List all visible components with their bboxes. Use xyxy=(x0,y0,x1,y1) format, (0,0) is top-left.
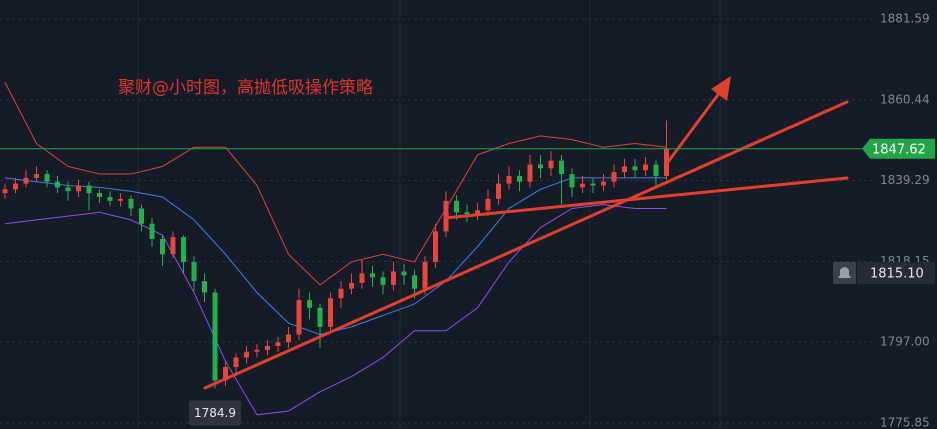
candle-body xyxy=(464,212,470,215)
candle-body xyxy=(475,210,480,215)
candle-body xyxy=(412,275,417,289)
alert-price-label: 1815.10 xyxy=(870,267,924,282)
annotation: 聚财@小时图，高抛低吸操作策略 xyxy=(118,78,373,98)
candle-body xyxy=(422,261,428,289)
candle-body xyxy=(254,349,260,352)
candle-body xyxy=(328,298,333,327)
candle-body xyxy=(275,342,281,347)
candle-body xyxy=(55,181,60,188)
candle-body xyxy=(401,271,407,276)
y-axis: 1881.591860.441839.291818.151797.001775.… xyxy=(880,11,930,429)
candle-body xyxy=(181,237,186,262)
candle-body xyxy=(76,185,81,192)
price-labels: 1847.62 1815.10 1784.9 xyxy=(0,138,935,426)
candle-body xyxy=(118,198,123,201)
candle-body xyxy=(13,183,18,190)
candle-body xyxy=(569,174,575,188)
candle-body xyxy=(590,183,596,186)
candle-body xyxy=(622,166,627,173)
candle-body xyxy=(149,223,155,240)
candle-body xyxy=(643,164,648,171)
candle-body xyxy=(23,177,29,184)
candle-body xyxy=(370,273,375,278)
candle-body xyxy=(443,200,449,232)
candle-body xyxy=(107,196,113,201)
candle-body xyxy=(517,175,522,182)
alert-price-box xyxy=(857,262,935,285)
y-tick-label: 1797.00 xyxy=(880,335,930,349)
candle-body xyxy=(265,346,270,350)
candle-body xyxy=(128,198,134,209)
candle-body xyxy=(454,200,459,213)
low-label: 1784.9 xyxy=(194,406,236,420)
y-tick-label: 1839.29 xyxy=(880,173,930,187)
band-upper xyxy=(4,82,667,286)
candle-body xyxy=(485,198,491,211)
candle-body xyxy=(2,189,8,194)
vertical-grid xyxy=(137,0,721,429)
candles xyxy=(2,120,669,389)
low-label-box xyxy=(189,400,241,426)
candle-body xyxy=(44,174,50,182)
candle-body xyxy=(506,175,512,184)
candle-body xyxy=(86,185,92,194)
current-price-box xyxy=(862,138,935,159)
candle-body xyxy=(611,172,617,182)
candle-body xyxy=(664,148,669,176)
candle-body xyxy=(223,367,228,381)
arrow-head xyxy=(711,76,731,101)
candle-body xyxy=(433,231,438,262)
band-lower xyxy=(4,204,667,416)
drawings xyxy=(203,76,849,390)
candle-body xyxy=(349,282,354,289)
candle-body xyxy=(391,271,396,285)
current-price-label: 1847.62 xyxy=(872,142,926,157)
trend-line xyxy=(443,176,849,220)
y-tick-label: 1775.85 xyxy=(880,416,930,429)
candle-body xyxy=(580,183,585,188)
candle-body xyxy=(496,183,501,199)
grid xyxy=(0,18,875,424)
candle-body xyxy=(191,261,197,282)
candle-body xyxy=(244,351,249,358)
candle-body xyxy=(65,187,71,192)
candle-body xyxy=(653,164,659,176)
candle-body xyxy=(527,164,533,182)
candle-body xyxy=(202,281,207,293)
candle-body xyxy=(170,237,176,255)
alert-bell xyxy=(838,267,851,279)
candle-body xyxy=(559,160,564,175)
candle-body xyxy=(338,288,344,299)
arrow-shaft xyxy=(666,90,722,164)
candle-body xyxy=(97,193,102,197)
candle-body xyxy=(359,273,365,283)
candle-body xyxy=(632,166,638,171)
candle-body xyxy=(317,307,323,327)
candle-body xyxy=(139,208,144,224)
y-tick-label: 1881.59 xyxy=(880,11,930,25)
candle-body xyxy=(307,300,312,308)
y-tick-label: 1860.44 xyxy=(880,92,930,106)
candle-body xyxy=(380,277,386,285)
candle-body xyxy=(212,292,218,381)
candle-body xyxy=(160,239,165,255)
candle-body xyxy=(296,300,302,335)
candle-body xyxy=(286,334,291,343)
candle-body xyxy=(538,164,543,169)
trend-line xyxy=(203,100,849,390)
candle-body xyxy=(34,174,39,178)
candle-body xyxy=(233,357,239,368)
candle-body xyxy=(601,181,606,186)
candle-body xyxy=(548,160,554,169)
